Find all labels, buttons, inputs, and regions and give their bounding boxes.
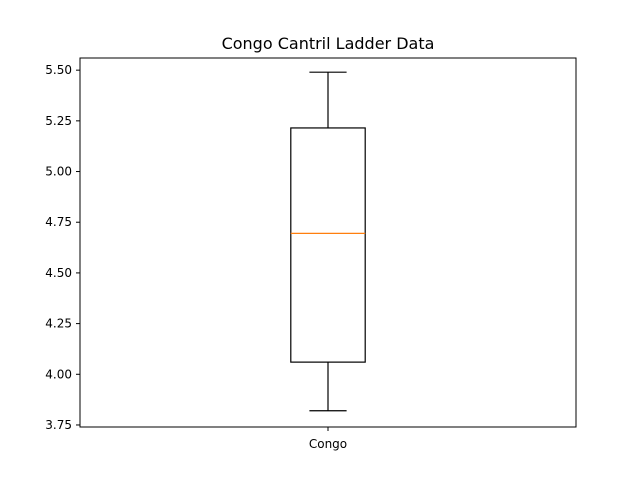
y-tick-label: 5.00 <box>45 165 72 179</box>
y-tick-label: 4.25 <box>45 317 72 331</box>
y-tick-label: 4.50 <box>45 266 72 280</box>
x-tick-label: Congo <box>309 437 347 451</box>
y-tick-label: 3.75 <box>45 418 72 432</box>
y-tick-label: 4.00 <box>45 367 72 381</box>
y-tick-label: 5.25 <box>45 114 72 128</box>
chart-title: Congo Cantril Ladder Data <box>222 34 435 53</box>
y-tick-label: 5.50 <box>45 63 72 77</box>
box-body <box>290 127 366 363</box>
y-tick-label: 4.75 <box>45 215 72 229</box>
plot-area: 3.75 4.00 4.25 4.50 4.75 5.00 5.25 5.50 Congo <box>45 57 577 451</box>
